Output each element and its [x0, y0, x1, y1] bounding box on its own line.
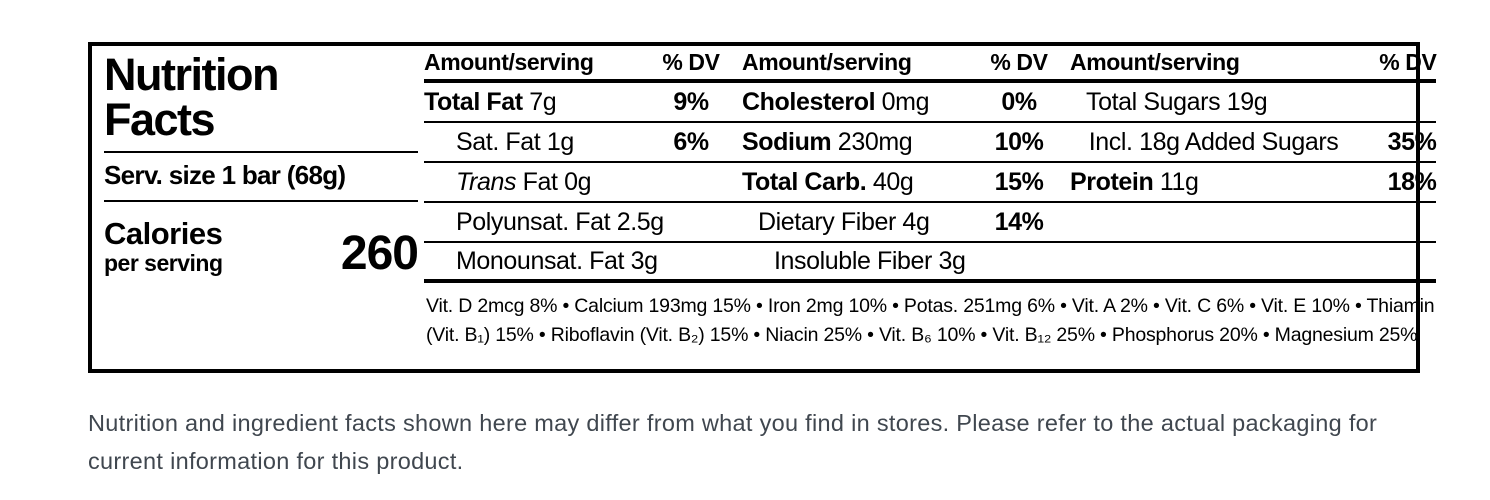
header-amount: Amount/serving — [424, 49, 594, 75]
nutrient-total-fat: Total Fat 7g — [424, 87, 557, 116]
label-title: Nutrition Facts — [104, 52, 418, 142]
divider — [104, 200, 418, 202]
label-title-line2: Facts — [104, 94, 216, 145]
header-amount: Amount/serving — [1070, 49, 1240, 75]
nutrient-insoluble-fiber: Insoluble Fiber 3g — [774, 246, 966, 275]
micronutrients-line-1: Vit. D 2mcg 8% • Calcium 193mg 15% • Iro… — [426, 295, 1435, 317]
micronutrients-block: Vit. D 2mcg 8% • Calcium 193mg 15% • Iro… — [424, 283, 1436, 350]
label-left-panel: Nutrition Facts Serv. size 1 bar (68g) C… — [92, 46, 422, 369]
nutrient-total-carb: Total Carb. 40g — [742, 167, 914, 196]
calories-sublabel: per serving — [104, 250, 223, 276]
nutrient-cholesterol: Cholesterol 0mg — [742, 87, 930, 116]
header-dv: % DV — [1379, 49, 1437, 75]
nutrient-monounsat-fat: Monounsat. Fat 3g — [456, 246, 658, 275]
table-header-row: Amount/serving % DV Amount/serving % DV … — [424, 46, 1437, 83]
dv-sodium: 10% — [994, 127, 1044, 156]
dv-cholesterol: 0% — [1001, 87, 1037, 116]
dv-sat-fat: 6% — [673, 127, 709, 156]
nutrient-dietary-fiber: Dietary Fiber 4g — [758, 207, 930, 236]
header-dv: % DV — [662, 49, 720, 75]
divider — [104, 151, 418, 153]
nutrient-row: Total Fat 7g 9% Cholesterol 0mg 0% Total… — [424, 83, 1437, 123]
nutrient-row: Trans Fat 0g Total Carb. 40g 15% Protein… — [424, 163, 1437, 203]
serving-size: Serv. size 1 bar (68g) — [104, 160, 346, 190]
nutrient-protein: Protein 11g — [1070, 167, 1199, 196]
header-col1: Amount/serving % DV — [424, 49, 732, 76]
calories-label: Calories — [104, 216, 223, 251]
calories-block: Calories per serving 260 — [104, 209, 419, 280]
disclaimer-text: Nutrition and ingredient facts shown her… — [88, 410, 1378, 474]
header-col3: Amount/serving % DV — [1070, 49, 1437, 76]
nutrient-row: Monounsat. Fat 3g Insoluble Fiber 3g — [424, 243, 1437, 283]
nutrient-polyunsat-fat: Polyunsat. Fat 2.5g — [456, 207, 664, 236]
nutrient-sodium: Sodium 230mg — [742, 127, 913, 156]
dv-added-sugars: 35% — [1387, 127, 1437, 156]
nutrient-row: Sat. Fat 1g 6% Sodium 230mg 10% Incl. 18… — [424, 123, 1437, 163]
nutrient-trans-fat: Trans Fat 0g — [456, 167, 592, 196]
nutrient-table: Amount/serving % DV Amount/serving % DV … — [422, 46, 1444, 369]
dv-total-fat: 9% — [673, 87, 709, 116]
micronutrients-line-2: (Vit. B₁) 15% • Riboflavin (Vit. B₂) 15%… — [426, 324, 1418, 346]
dv-total-carb: 15% — [994, 167, 1044, 196]
dv-dietary-fiber: 14% — [994, 207, 1044, 236]
header-col2: Amount/serving % DV — [742, 49, 1060, 76]
dv-protein: 18% — [1387, 167, 1437, 196]
calories-value: 260 — [340, 227, 419, 280]
header-dv: % DV — [990, 49, 1048, 75]
nutrient-total-sugars: Total Sugars 19g — [1086, 87, 1268, 116]
nutrient-added-sugars: Incl. 18g Added Sugars — [1088, 127, 1339, 156]
nutrition-facts-label: Nutrition Facts Serv. size 1 bar (68g) C… — [88, 42, 1437, 373]
label-title-line1: Nutrition — [104, 49, 279, 100]
calories-labels: Calories per serving — [104, 217, 223, 277]
nutrient-sat-fat: Sat. Fat 1g — [456, 127, 574, 156]
header-amount: Amount/serving — [742, 49, 912, 75]
nutrient-row: Polyunsat. Fat 2.5g Dietary Fiber 4g 14% — [424, 203, 1437, 243]
